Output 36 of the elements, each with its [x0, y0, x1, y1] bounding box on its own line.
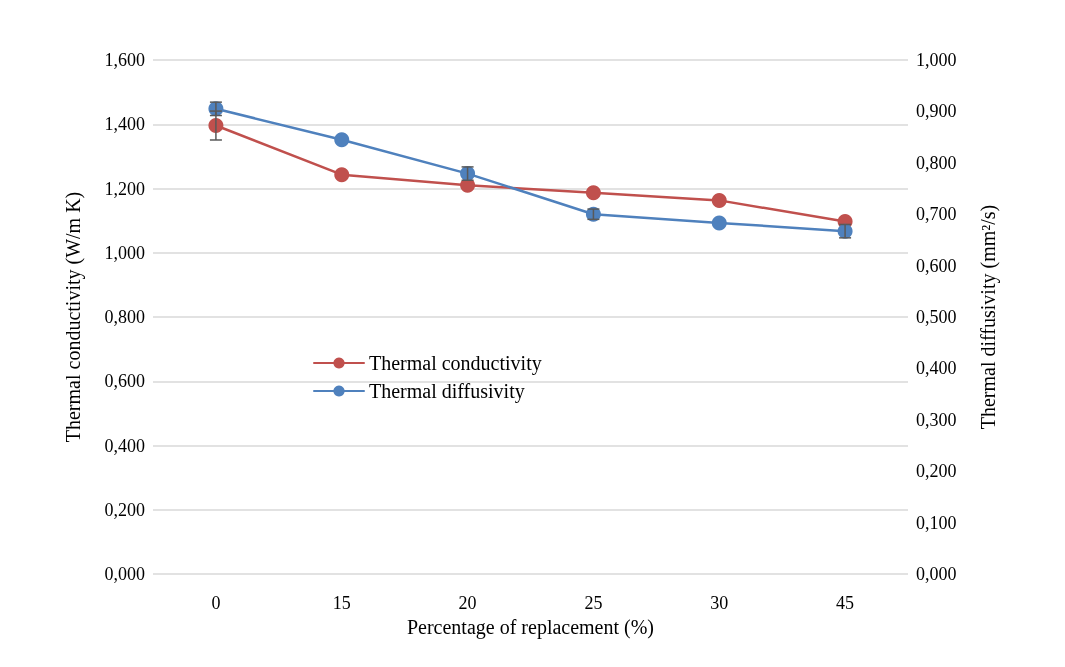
x-tick-label: 45: [836, 593, 855, 613]
x-tick-label: 25: [584, 593, 603, 613]
point: [711, 192, 727, 208]
y-tick-label: 1,000: [104, 242, 145, 263]
y2-tick-label: 0,700: [916, 204, 957, 225]
point: [711, 215, 727, 231]
x-tick-label: 30: [710, 593, 729, 613]
y2-tick-label: 0,400: [916, 358, 957, 379]
y2-tick-label: 0,900: [916, 101, 957, 122]
y-axis-title: Thermal conductivity (W/m K): [62, 191, 85, 443]
x-tick-label: 15: [332, 593, 351, 613]
legend-label: Thermal conductivity: [369, 352, 542, 375]
y2-tick-label: 0,100: [916, 512, 957, 533]
x-tick-label: 20: [458, 593, 477, 613]
x-axis-title: Percentage of replacement (%): [406, 615, 655, 639]
x-tick-label: 0: [211, 593, 221, 613]
y-tick-label: 0,400: [104, 435, 145, 456]
y-tick-label: 0,600: [104, 371, 145, 392]
legend-label: Thermal diffusivity: [369, 380, 525, 403]
y-tick-label: 0,000: [104, 564, 145, 584]
y2-tick-label: 0,600: [916, 255, 957, 276]
y2-tick-label: 1,000: [916, 50, 957, 70]
y2-tick-label: 0,300: [916, 409, 957, 430]
y-tick-label: 1,400: [104, 114, 145, 135]
y2-tick-label: 0,200: [916, 461, 957, 482]
y2-tick-label: 0,000: [916, 564, 957, 584]
y2-axis-title: Thermal diffusivity (mm²/s): [977, 204, 1000, 430]
y-tick-label: 0,200: [104, 499, 145, 520]
point: [334, 132, 350, 148]
point: [334, 167, 350, 183]
y-tick-label: 1,200: [104, 178, 145, 199]
y2-tick-label: 0,500: [916, 307, 957, 327]
point: [585, 185, 601, 201]
y-tick-label: 0,800: [104, 307, 145, 327]
y2-tick-label: 0,800: [916, 152, 957, 173]
y-tick-label: 1,600: [104, 50, 145, 70]
